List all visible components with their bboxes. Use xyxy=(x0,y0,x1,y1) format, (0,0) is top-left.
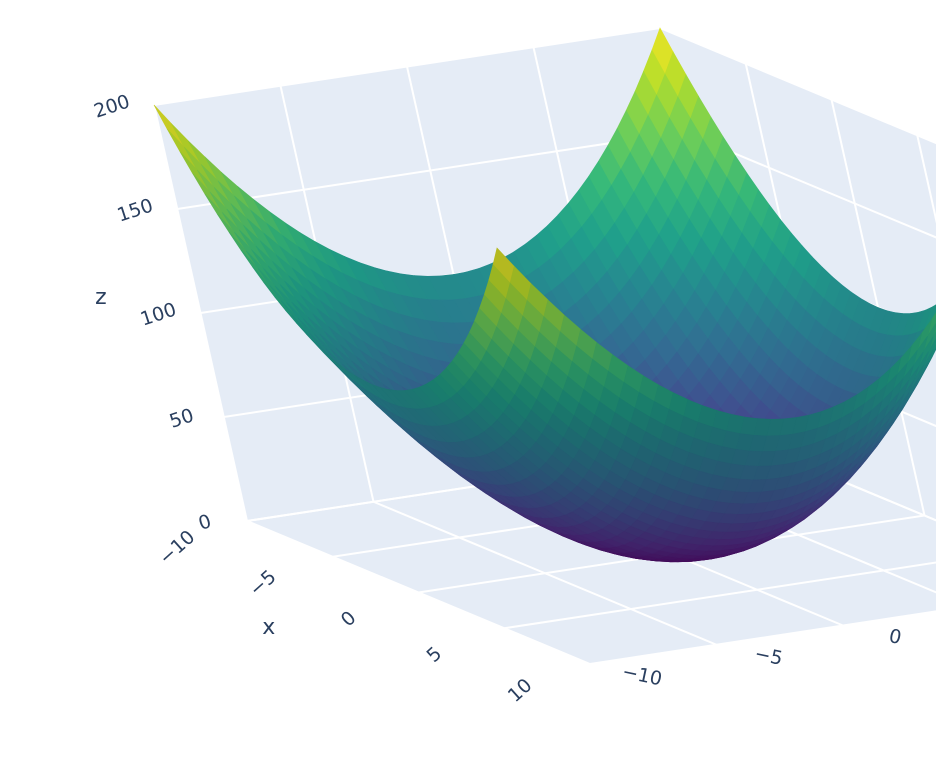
x-tick-label: 5 xyxy=(423,643,447,667)
x-tick-label: −10 xyxy=(155,526,200,569)
surface-patch xyxy=(630,536,654,547)
y-gridline-floor xyxy=(246,520,591,665)
x-tick-label: 10 xyxy=(504,674,537,707)
x-gridline-wall xyxy=(916,135,936,224)
y-tick-label: −5 xyxy=(753,643,785,670)
z-tick-label: 100 xyxy=(138,298,179,330)
z-tick-label: 200 xyxy=(91,90,132,122)
x-tick-label: 0 xyxy=(337,607,361,631)
z-gridline-wall-x xyxy=(177,131,684,210)
z-tick-label: 150 xyxy=(114,194,155,226)
y-gridline-floor xyxy=(373,500,717,646)
surface-mesh xyxy=(153,27,936,563)
z-gridline-wall-y xyxy=(659,27,936,145)
z-tick-label: 50 xyxy=(167,404,197,432)
z-axis-label: z xyxy=(95,285,107,310)
x-axis-label: x xyxy=(262,615,275,640)
x-tick-label: −5 xyxy=(245,566,281,601)
y-tick-label: 0 xyxy=(887,625,903,649)
z-tick-label: 0 xyxy=(196,510,214,535)
z-gridline-wall-x xyxy=(153,27,661,106)
y-tick-label: −10 xyxy=(620,661,664,691)
z-gridline-wall-y xyxy=(682,131,936,239)
